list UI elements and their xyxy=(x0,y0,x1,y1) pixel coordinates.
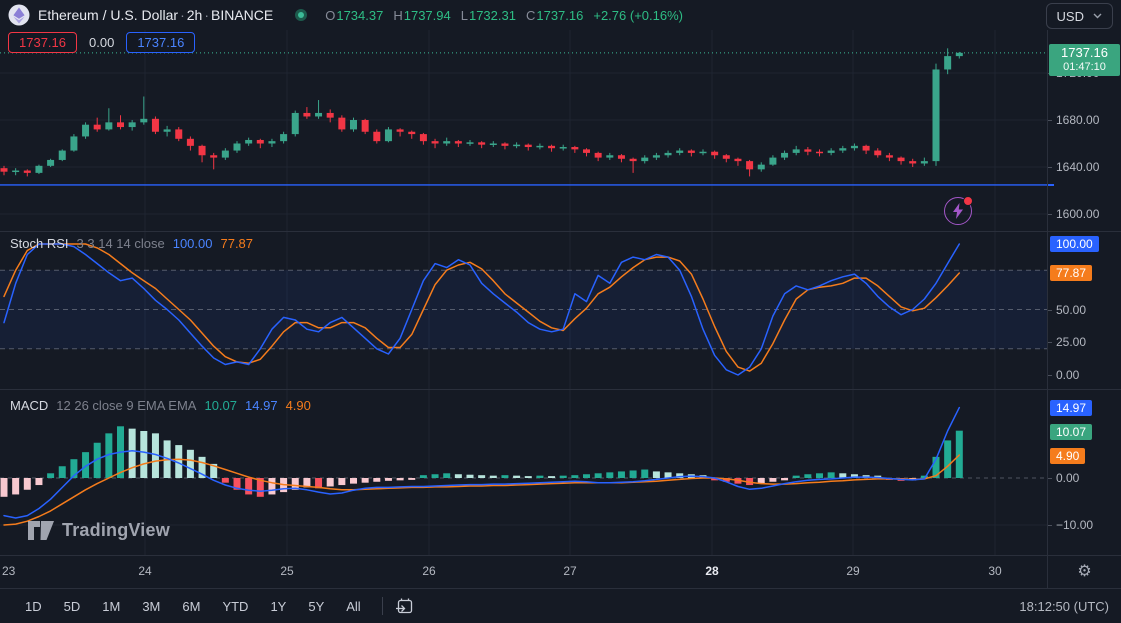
axis-price-label: 1600.00 xyxy=(1056,207,1100,221)
gear-icon[interactable]: ⚙ xyxy=(1077,563,1092,580)
axis-price-label: −10.00 xyxy=(1056,518,1094,532)
ask-price-box[interactable]: 1737.16 xyxy=(126,32,196,53)
stoch-k-value: 100.00 xyxy=(172,236,213,251)
high-value: 1737.94 xyxy=(403,7,451,23)
range-button-6m[interactable]: 6M xyxy=(171,594,211,619)
macd-line-value: 14.97 xyxy=(245,398,278,413)
axis-price-label: 50.00 xyxy=(1056,302,1087,317)
range-button-1d[interactable]: 1D xyxy=(14,594,53,619)
close-value: 1737.16 xyxy=(536,7,584,23)
alert-notification-dot xyxy=(963,196,973,206)
axis-tick-mark xyxy=(1048,375,1052,376)
range-button-3m[interactable]: 3M xyxy=(131,594,171,619)
chart-header: Ethereum / U.S. Dollar · 2h · BINANCE O1734.… xyxy=(0,0,1121,30)
session-clock[interactable]: 18:12:50 (UTC) xyxy=(1019,598,1109,614)
macd-hist-value: 10.07 xyxy=(204,398,238,413)
interval-label: 2h xyxy=(186,7,203,23)
symbol-title[interactable]: Ethereum / U.S. Dollar · 2h · BINANCE xyxy=(38,7,274,23)
bid-ask-row: 1737.16 0.00 1737.16 xyxy=(8,32,196,53)
range-button-1y[interactable]: 1Y xyxy=(259,594,297,619)
axis-price-label: 1640.00 xyxy=(1056,160,1100,174)
macd-signal-value: 4.90 xyxy=(285,398,311,413)
exchange-label: BINANCE xyxy=(210,7,274,23)
time-axis-label: 27 xyxy=(563,564,577,578)
pane-separator[interactable] xyxy=(0,231,1121,232)
stoch-d-badge: 77.87 xyxy=(1050,265,1093,281)
lightning-icon xyxy=(953,203,963,219)
time-axis[interactable]: 23 24 25 26 27 28 29 30 xyxy=(0,555,1047,588)
range-button-ytd[interactable]: YTD xyxy=(211,594,259,619)
alert-lightning-button[interactable] xyxy=(944,196,973,225)
range-button-5y[interactable]: 5Y xyxy=(297,594,335,619)
range-button-all[interactable]: All xyxy=(335,594,371,619)
market-status-icon[interactable] xyxy=(295,9,308,21)
currency-dropdown[interactable]: USD xyxy=(1045,3,1113,29)
spread-value: 0.00 xyxy=(89,35,115,50)
axis-tick-mark xyxy=(1048,120,1052,121)
stoch-rsi-title: Stoch RSI xyxy=(10,236,69,251)
blue-level-tick xyxy=(1048,184,1054,186)
time-axis-label: 28 xyxy=(705,564,719,578)
bottom-toolbar: 1D 5D 1M 3M 6M YTD 1Y 5Y All 18:12:50 (UTC) xyxy=(0,588,1121,623)
stoch-rsi-pane[interactable] xyxy=(0,232,1047,389)
range-button-5d[interactable]: 5D xyxy=(53,594,92,619)
macd-params: 12 26 close 9 EMA EMA xyxy=(56,398,197,413)
time-axis-label: 29 xyxy=(846,564,860,578)
macd-pane[interactable] xyxy=(0,390,1047,555)
stoch-k-badge: 100.00 xyxy=(1050,236,1099,252)
axis-tick-mark xyxy=(1048,167,1052,168)
time-axis-label: 26 xyxy=(422,564,436,578)
axis-price-label: 0.00 xyxy=(1056,368,1080,382)
macd-line-badge: 14.97 xyxy=(1050,400,1093,416)
price-chart-pane[interactable] xyxy=(0,30,1047,231)
date-range-group: 1D 5D 1M 3M 6M YTD 1Y 5Y All xyxy=(14,594,372,619)
range-button-1m[interactable]: 1M xyxy=(91,594,131,619)
axis-tick-mark xyxy=(1048,342,1052,344)
axis-tick-mark xyxy=(1048,214,1052,215)
tradingview-logo-icon xyxy=(28,521,54,540)
tradingview-watermark: TradingView xyxy=(28,520,170,541)
pane-separator[interactable] xyxy=(0,389,1121,390)
axis-tick-mark xyxy=(1048,309,1052,311)
bid-price-box[interactable]: 1737.16 xyxy=(8,32,77,53)
price-change: +2.76 (+0.16%) xyxy=(593,7,683,23)
macd-signal-badge: 4.90 xyxy=(1050,448,1086,464)
time-axis-label: 25 xyxy=(280,564,294,578)
toolbar-divider xyxy=(381,597,383,615)
axis-tick-mark xyxy=(1048,525,1052,526)
stoch-rsi-legend[interactable]: Stoch RSI 3 3 14 14 close 100.00 77.87 xyxy=(10,236,253,251)
axis-tick-mark xyxy=(1048,478,1052,479)
calendar-arrow-icon xyxy=(395,598,412,613)
ethereum-logo-icon xyxy=(8,4,30,26)
low-value: 1732.31 xyxy=(468,7,516,23)
time-axis-label: 24 xyxy=(138,564,152,578)
ohlc-values: O1734.37 H1737.94 L1732.31 C1737.16 xyxy=(325,7,584,23)
time-axis-label: 30 xyxy=(988,564,1002,578)
stoch-rsi-params: 3 3 14 14 close xyxy=(76,236,165,251)
macd-hist-badge: 10.07 xyxy=(1050,424,1093,440)
chevron-down-icon xyxy=(1093,13,1102,19)
time-axis-label: 23 xyxy=(2,564,16,578)
macd-title: MACD xyxy=(10,398,49,413)
axis-settings-corner: ⚙ xyxy=(1047,555,1121,588)
open-value: 1734.37 xyxy=(336,7,384,23)
bar-countdown: 01:47:10 xyxy=(1063,61,1106,73)
price-axis[interactable]: 1737.16 01:47:10 100.00 77.87 14.97 10.0… xyxy=(1047,30,1121,555)
axis-price-label: 25.00 xyxy=(1056,335,1087,350)
axis-price-label: 0.00 xyxy=(1056,471,1080,485)
current-price-badge: 1737.16 01:47:10 xyxy=(1049,44,1120,76)
axis-price-label: 1680.00 xyxy=(1056,113,1100,127)
stoch-d-value: 77.87 xyxy=(220,236,254,251)
go-to-date-button[interactable] xyxy=(393,595,416,618)
macd-legend[interactable]: MACD 12 26 close 9 EMA EMA 10.07 14.97 4… xyxy=(10,398,311,413)
